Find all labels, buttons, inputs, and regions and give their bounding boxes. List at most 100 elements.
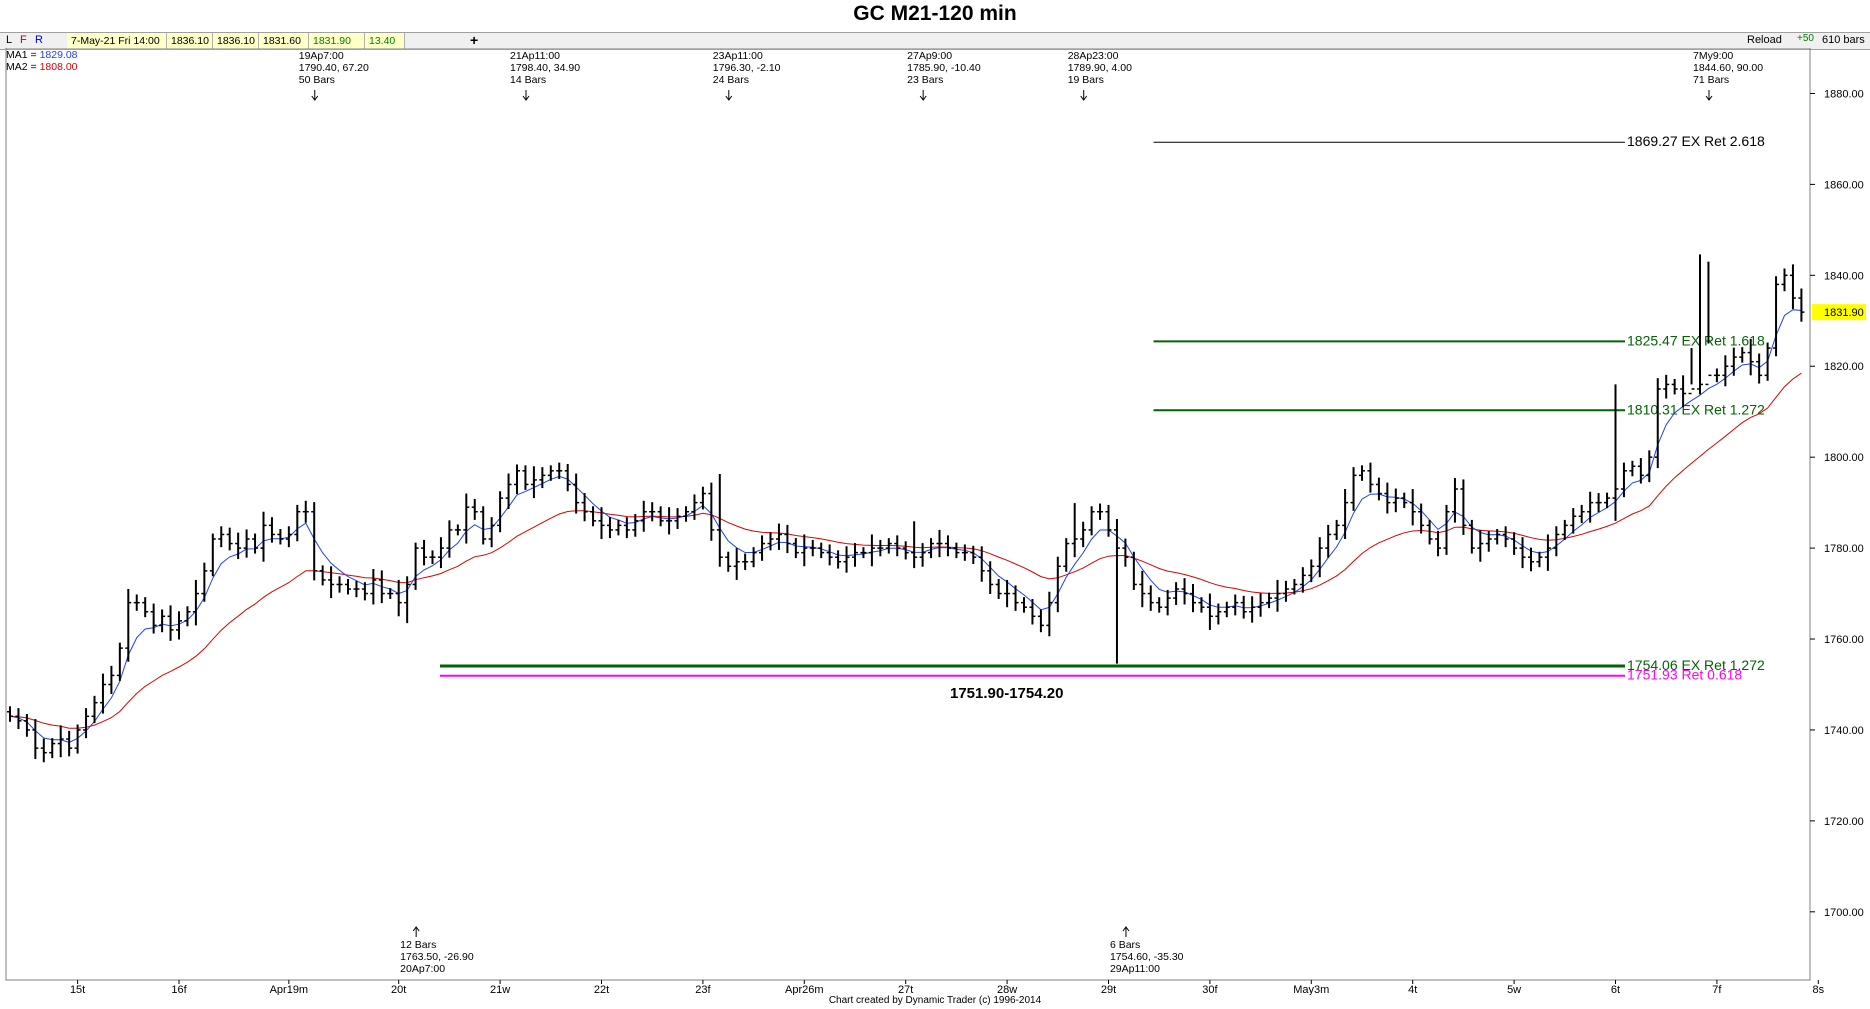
- ohlc-bar: [1671, 378, 1678, 395]
- ohlc-bar: [1528, 547, 1534, 572]
- ohlc-bar: [944, 535, 951, 557]
- ohlc-bar: [378, 570, 385, 604]
- y-tick-label: 1740.00: [1824, 725, 1864, 737]
- ohlc-bar: [328, 566, 335, 599]
- ohlc-bar: [1037, 609, 1044, 633]
- level-label: 1869.27 EX Ret 2.618: [1627, 133, 1765, 149]
- ohlc-bar: [1240, 595, 1247, 619]
- swing-high-text: 1844.60, 90.00: [1693, 62, 1763, 74]
- ohlc-bar: [573, 473, 580, 514]
- y-tick-label: 1840.00: [1824, 270, 1864, 282]
- ohlc-bar: [1561, 519, 1568, 540]
- ohlc-bar: [801, 534, 808, 567]
- x-tick-label: 27t: [898, 984, 913, 995]
- ohlc-bar: [471, 498, 478, 520]
- ohlc-bar: [860, 547, 867, 559]
- ohlc-bar: [750, 547, 757, 568]
- level-label: 1754.06 EX Ret 1.272: [1627, 657, 1765, 673]
- ohlc-bar: [590, 506, 597, 527]
- reload-button[interactable]: Reload: [1747, 34, 1782, 46]
- y-tick-label: 1800.00: [1824, 452, 1864, 464]
- ohlc-bar: [657, 506, 664, 527]
- ohlc-bar: [784, 524, 791, 554]
- ohlc-bar: [91, 695, 98, 724]
- ohlc-bar: [581, 493, 588, 522]
- ohlc-bar: [640, 500, 647, 532]
- bar-count: 610 bars: [1822, 34, 1865, 46]
- swing-high-text: 1798.40, 34.90: [510, 62, 580, 74]
- ohlc-bar: [1494, 529, 1501, 545]
- ohlc-bar: [505, 473, 512, 509]
- ohlc-bar: [116, 642, 123, 681]
- y-tick-label: 1860.00: [1824, 179, 1864, 191]
- swing-low-text: 1754.60, -35.30: [1110, 951, 1184, 963]
- x-tick-label: 22t: [594, 984, 609, 995]
- ohlc-bar: [1747, 338, 1754, 376]
- ohlc-bar: [1367, 462, 1374, 493]
- bar-change: 13.40: [365, 33, 405, 49]
- bars-step-button[interactable]: +50: [1797, 33, 1814, 44]
- ohlc-bar: [1080, 521, 1087, 548]
- ohlc-bar: [1156, 597, 1163, 613]
- ohlc-bar: [1680, 375, 1687, 408]
- ohlc-bar: [1130, 551, 1137, 590]
- ohlc-bar: [961, 544, 968, 561]
- ohlc-bar: [894, 535, 901, 557]
- ohlc-bar: [480, 506, 487, 545]
- swing-low-arrowhead: [1122, 926, 1130, 932]
- x-tick-label: 16f: [171, 984, 187, 995]
- ma2-label: MA2 =: [6, 61, 40, 73]
- add-button[interactable]: +: [470, 32, 479, 48]
- ohlc-bar: [919, 543, 926, 567]
- ohlc-bar: [522, 465, 529, 490]
- button-r[interactable]: R: [35, 34, 43, 46]
- ohlc-bar: [598, 507, 605, 540]
- last-price-marker: [1812, 304, 1866, 321]
- price-bars: [7, 254, 1805, 763]
- ma1-value: 1829.08: [40, 49, 78, 61]
- ohlc-bar: [995, 579, 1002, 600]
- button-f[interactable]: F: [20, 34, 27, 46]
- swing-low-text: 12 Bars: [400, 939, 436, 951]
- ohlc-bar: [1544, 534, 1551, 571]
- x-tick-label: 28w: [997, 984, 1017, 995]
- x-tick-label: 30f: [1202, 984, 1218, 995]
- x-tick-label: 21w: [490, 984, 510, 995]
- ohlc-bar: [1409, 488, 1416, 526]
- button-l[interactable]: L: [6, 34, 13, 46]
- ohlc-bar: [1663, 374, 1670, 399]
- ohlc-bar: [1697, 254, 1703, 395]
- bar-high: 1836.10: [213, 33, 259, 49]
- ohlc-bar: [759, 535, 766, 561]
- ohlc-bar: [184, 606, 191, 627]
- ohlc-bar: [843, 546, 850, 573]
- ohlc-bar: [57, 725, 64, 758]
- price-chart[interactable]: 1869.27 EX Ret 2.618 1825.47 EX Ret 1.618…: [0, 48, 1870, 995]
- ohlc-bar: [1739, 347, 1746, 363]
- ohlc-bar: [1384, 482, 1391, 514]
- ohlc-bar: [142, 597, 149, 618]
- ohlc-bar: [725, 551, 732, 572]
- ohlc-bar: [877, 539, 884, 557]
- x-tick-label: 8s: [1812, 984, 1824, 995]
- ohlc-bar: [277, 529, 284, 545]
- ma1-label: MA1 =: [6, 49, 40, 61]
- ohlc-bar: [74, 724, 81, 754]
- ohlc-bar: [1342, 488, 1349, 540]
- ohlc-bar: [691, 494, 698, 520]
- ohlc-bar: [235, 532, 242, 560]
- ohlc-bar: [1088, 506, 1095, 536]
- ohlc-bar: [1291, 579, 1298, 595]
- swing-high-text: 1790.40, 67.20: [299, 62, 369, 74]
- x-tick-label: 7f: [1712, 984, 1722, 995]
- ohlc-bar: [1688, 348, 1695, 395]
- swing-high-text: 24 Bars: [713, 74, 749, 86]
- bar-close: 1831.90: [309, 33, 365, 49]
- ohlc-bar: [1232, 594, 1239, 616]
- ohlc-bar: [167, 605, 174, 641]
- ohlc-bar: [302, 500, 309, 523]
- ohlc-bar: [404, 576, 411, 624]
